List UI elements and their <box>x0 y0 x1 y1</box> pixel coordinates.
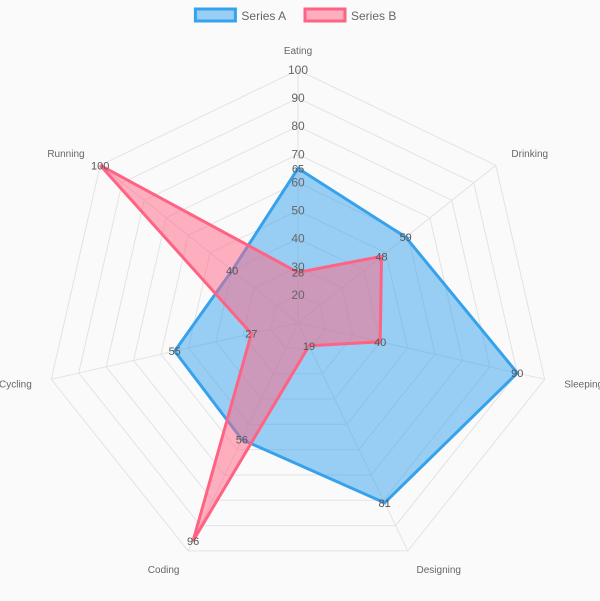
grid-ring <box>50 69 546 552</box>
data-label-series-a: 81 <box>378 498 390 510</box>
tick-label: 100 <box>288 63 308 77</box>
axis-label-eating: Eating <box>284 46 312 57</box>
data-labels: 65 59 90 81 56 55 40 28 48 40 19 96 27 100 <box>91 160 523 548</box>
grid-ring <box>105 125 491 501</box>
data-label-series-b: 19 <box>303 341 315 353</box>
axis-label-cycling: Cycling <box>0 380 32 391</box>
axis-label-running: Running <box>47 149 84 160</box>
legend-label: Series B <box>351 9 396 23</box>
legend-swatch <box>193 7 237 23</box>
radial-tick-labels: 20 30 40 50 60 70 80 90 100 <box>288 63 308 302</box>
tick-label: 20 <box>291 288 305 302</box>
data-label-series-b: 40 <box>374 337 386 349</box>
legend-item-series-a[interactable]: Series A <box>193 7 286 23</box>
legend-label: Series A <box>241 9 286 23</box>
series-polygon-series-b <box>99 163 384 542</box>
axis-labels: Eating Drinking Sleeping Designing Coding Cyc… <box>0 46 600 576</box>
data-label-series-b: 96 <box>187 536 199 548</box>
axis-label-coding: Coding <box>148 565 180 576</box>
legend-swatch <box>303 7 347 23</box>
data-label-series-a: 65 <box>292 163 304 175</box>
tick-label: 90 <box>291 91 305 105</box>
data-label-series-a: 59 <box>400 232 412 244</box>
legend: Series A Series B <box>193 7 396 23</box>
axis-label-drinking: Drinking <box>511 149 548 160</box>
data-label-series-a: 90 <box>511 368 523 380</box>
data-label-series-b: 28 <box>292 267 304 279</box>
grid-ring <box>133 153 463 476</box>
tick-label: 30 <box>291 260 305 274</box>
data-label-series-b: 48 <box>375 251 387 263</box>
axis-label-designing: Designing <box>417 565 461 576</box>
data-label-series-b: 100 <box>91 160 109 172</box>
tick-label: 70 <box>291 147 305 161</box>
data-label-series-a: 55 <box>169 346 181 358</box>
data-label-series-a: 40 <box>226 265 238 277</box>
axis-label-sleeping: Sleeping <box>564 380 600 391</box>
tick-label: 60 <box>291 175 305 189</box>
tick-label: 40 <box>291 232 305 246</box>
grid-ring <box>78 97 518 527</box>
series-layer <box>99 163 520 542</box>
legend-item-series-b[interactable]: Series B <box>303 7 396 23</box>
data-label-series-a: 56 <box>236 435 248 447</box>
tick-label: 80 <box>291 119 305 133</box>
tick-label: 50 <box>291 204 305 218</box>
data-label-series-b: 27 <box>245 329 257 341</box>
